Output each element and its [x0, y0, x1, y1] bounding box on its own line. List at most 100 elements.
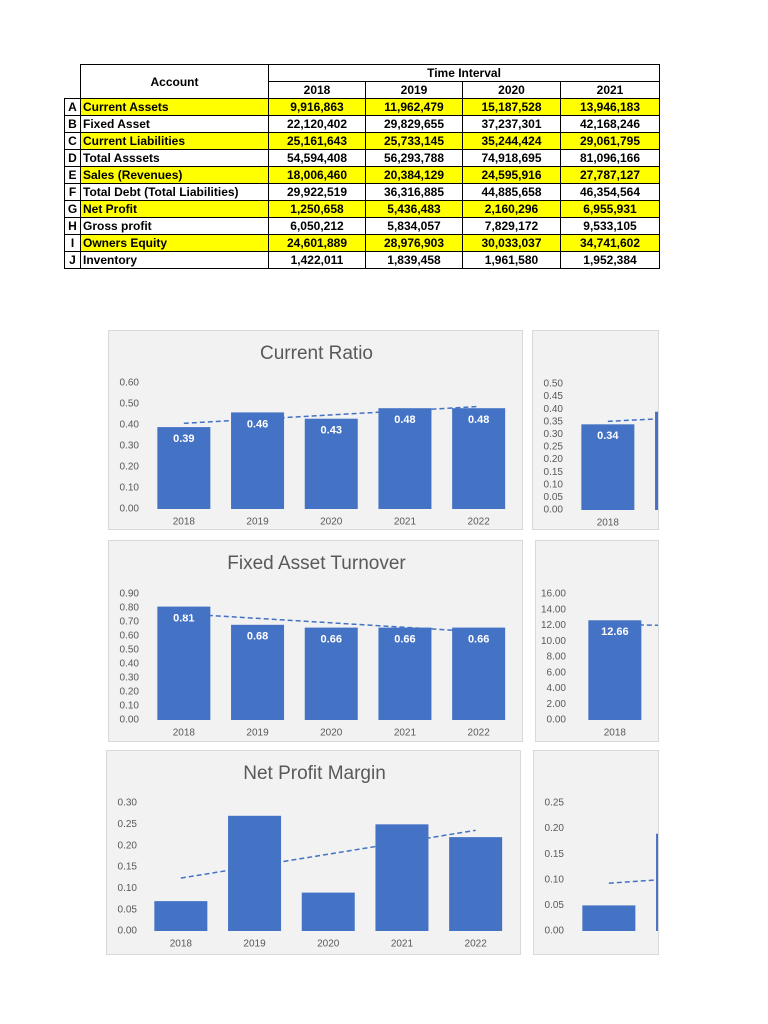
cell: 9,916,863: [268, 98, 366, 116]
y-tick-label: 0.15: [545, 849, 565, 860]
bar: [304, 627, 358, 720]
cell: 24,601,889: [268, 234, 366, 252]
x-tick-label: 2019: [243, 939, 266, 950]
data-label: 0.66: [468, 634, 489, 646]
x-tick-label: 2022: [465, 939, 488, 950]
cell: 74,918,695: [462, 149, 561, 167]
bar: [581, 424, 635, 510]
chart-panel: 0.00 0.05 0.10 0.15 0.20 0.25 0.30 0.35 0.40 0.45…: [532, 330, 659, 530]
cell: 11,962,479: [365, 98, 463, 116]
bar: [656, 833, 658, 931]
y-tick-label: 0.50: [544, 379, 564, 390]
cell: 15,187,528: [462, 98, 561, 116]
row-name: Inventory: [80, 251, 269, 269]
cell: 2,160,296: [462, 200, 561, 218]
table-row: H Gross profit 6,050,212 5,834,057 7,829,172…: [64, 217, 660, 235]
bar: [304, 418, 358, 509]
y-tick-label: 0.50: [120, 645, 140, 656]
data-label: 0.39: [173, 433, 194, 445]
x-tick-label: 2020: [320, 517, 343, 528]
cell: 56,293,788: [365, 149, 463, 167]
trendline: [183, 405, 479, 425]
cell: 27,787,127: [560, 166, 660, 184]
row-name: Sales (Revenues): [80, 166, 269, 184]
y-tick-label: 0.40: [544, 404, 564, 415]
y-tick-label: 0.00: [120, 504, 140, 515]
cell: 25,733,145: [365, 132, 463, 150]
cell: 6,955,931: [560, 200, 660, 218]
cell: 20,384,129: [365, 166, 463, 184]
x-tick-label: 2018: [173, 517, 196, 528]
cell: 22,120,402: [268, 115, 366, 133]
bar: [154, 901, 208, 931]
chart-panel: Current Ratio 0.00 0.10 0.20 0.30 0.40 0.50 0.6…: [108, 330, 523, 530]
y-tick-label: 0.60: [120, 631, 140, 642]
bar: [301, 892, 355, 931]
y-tick-label: 0.05: [544, 492, 564, 503]
cell: 28,976,903: [365, 234, 463, 252]
cell: 81,096,166: [560, 149, 660, 167]
cell: 54,594,408: [268, 149, 366, 167]
cell: 18,006,460: [268, 166, 366, 184]
cell: 1,952,384: [560, 251, 660, 269]
data-label: 0.34: [597, 430, 619, 442]
data-label: 0.68: [247, 631, 268, 643]
row-letter: E: [64, 166, 81, 184]
table-row: A Current Assets 9,916,863 11,962,479 15,187…: [64, 98, 660, 116]
cell: 1,250,658: [268, 200, 366, 218]
x-tick-label: 2020: [320, 728, 343, 739]
row-letter: H: [64, 217, 81, 235]
y-tick-label: 0.25: [544, 442, 564, 453]
cell: 46,354,564: [560, 183, 660, 201]
x-tick-label: 2019: [246, 728, 269, 739]
account-header: Account: [80, 64, 269, 99]
y-tick-label: 12.00: [541, 620, 566, 631]
bar: [375, 824, 429, 931]
chart: Current Ratio 0.00 0.10 0.20 0.30 0.40 0.50 0.6…: [120, 343, 506, 528]
data-label: 0.48: [394, 414, 415, 426]
cell: 44,885,658: [462, 183, 561, 201]
y-tick-label: 4.00: [547, 683, 567, 694]
row-letter: J: [64, 251, 81, 269]
y-tick-label: 8.00: [547, 652, 567, 663]
row-name: Gross profit: [80, 217, 269, 235]
y-tick-label: 0.40: [120, 420, 140, 431]
table-row: G Net Profit 1,250,658 5,436,483 2,160,296 6,…: [64, 200, 660, 218]
chart-panel: 0.00 2.00 4.00 6.00 8.00 10.00 12.00 14.00 16.00…: [535, 540, 659, 742]
chart-title: Current Ratio: [260, 343, 373, 364]
bar: [452, 627, 506, 720]
y-tick-label: 0.00: [547, 715, 567, 726]
row-name: Net Profit: [80, 200, 269, 218]
row-letter: A: [64, 98, 81, 116]
chart: Net Profit Margin 0.00 0.05 0.10 0.15 0.20 0.2…: [118, 763, 503, 950]
data-label: 0.81: [173, 613, 194, 625]
y-tick-label: 0.15: [544, 467, 564, 478]
row-name: Owners Equity: [80, 234, 269, 252]
cell: 29,922,519: [268, 183, 366, 201]
row-letter: C: [64, 132, 81, 150]
x-tick-label: 2018: [604, 728, 627, 739]
trendline: [607, 418, 658, 423]
bar: [157, 606, 211, 720]
trendline: [183, 613, 479, 633]
cell: 29,061,795: [560, 132, 660, 150]
table-row: J Inventory 1,422,011 1,839,458 1,961,580 1,9…: [64, 251, 660, 269]
x-tick-label: 2019: [246, 517, 269, 528]
y-tick-label: 0.80: [120, 603, 140, 614]
cell: 42,168,246: [560, 115, 660, 133]
row-name: Total Debt (Total Liabilities): [80, 183, 269, 201]
cell: 36,316,885: [365, 183, 463, 201]
row-name: Total Asssets: [80, 149, 269, 167]
y-tick-label: 0.20: [120, 462, 140, 473]
chart-title: Net Profit Margin: [243, 763, 386, 784]
data-table: Account Time Interval 2018 2019 2020 2021 A…: [64, 64, 660, 269]
y-tick-label: 0.50: [120, 399, 140, 410]
header-row: Account Time Interval: [64, 64, 660, 99]
y-tick-label: 0.00: [120, 715, 140, 726]
y-tick-label: 0.20: [544, 454, 564, 465]
y-tick-label: 2.00: [547, 699, 567, 710]
chart-panel: Net Profit Margin 0.00 0.05 0.10 0.15 0.20 0.2…: [106, 750, 521, 955]
cell: 29,829,655: [365, 115, 463, 133]
table-row: B Fixed Asset 22,120,402 29,829,655 37,237,3…: [64, 115, 660, 133]
